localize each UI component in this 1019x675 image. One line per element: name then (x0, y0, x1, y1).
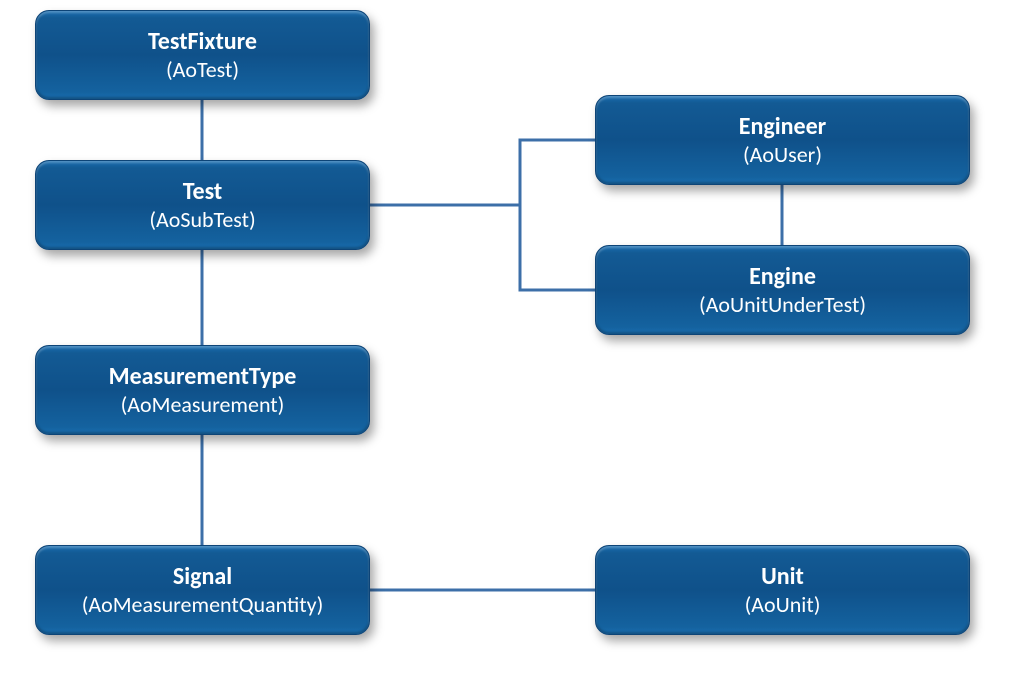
node-subtitle: (AoUnit) (745, 592, 821, 617)
node-measurementtype: MeasurementType (AoMeasurement) (35, 345, 370, 435)
node-subtitle: (AoTest) (166, 57, 239, 82)
node-title: Signal (173, 563, 232, 591)
node-engine: Engine (AoUnitUnderTest) (595, 245, 970, 335)
node-subtitle: (AoUser) (743, 142, 822, 167)
edge-test-engineer (370, 140, 595, 205)
node-title: TestFixture (148, 28, 257, 56)
node-subtitle: (AoMeasurement) (121, 392, 285, 417)
node-unit: Unit (AoUnit) (595, 545, 970, 635)
edge-test-engine (370, 205, 595, 290)
node-signal: Signal (AoMeasurementQuantity) (35, 545, 370, 635)
node-title: Engineer (739, 113, 826, 141)
node-engineer: Engineer (AoUser) (595, 95, 970, 185)
node-title: Unit (761, 563, 804, 591)
node-title: Engine (749, 263, 816, 291)
node-title: MeasurementType (109, 363, 297, 391)
node-test: Test (AoSubTest) (35, 160, 370, 250)
node-subtitle: (AoMeasurementQuantity) (82, 592, 324, 617)
node-subtitle: (AoSubTest) (149, 207, 255, 232)
node-testfixture: TestFixture (AoTest) (35, 10, 370, 100)
diagram-canvas: { "diagram": { "type": "flowchart", "bac… (0, 0, 1019, 675)
node-title: Test (183, 178, 223, 206)
node-subtitle: (AoUnitUnderTest) (699, 292, 866, 317)
